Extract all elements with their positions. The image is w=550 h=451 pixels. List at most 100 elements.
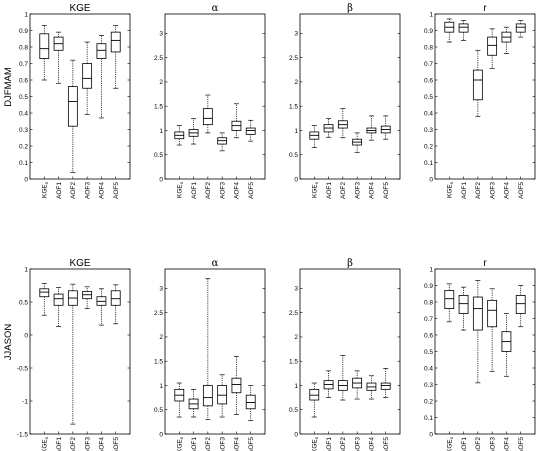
y-tick-label: 0.1 bbox=[424, 415, 433, 422]
box-aof5 bbox=[380, 115, 391, 140]
panel-title: r bbox=[483, 3, 487, 14]
box-aof5 bbox=[110, 284, 121, 325]
iqr-box bbox=[39, 33, 50, 59]
y-tick-label: 0 bbox=[429, 176, 433, 183]
y-tick-label: 3 bbox=[294, 31, 298, 38]
box-aof1 bbox=[188, 389, 199, 418]
panel-frame bbox=[299, 13, 401, 180]
box-aof4 bbox=[501, 26, 512, 54]
iqr-box bbox=[487, 299, 498, 328]
x-tick-label-subscript: s bbox=[44, 181, 49, 184]
x-tick-label-subscript: s bbox=[179, 436, 184, 439]
y-tick-label: 0 bbox=[294, 431, 298, 438]
x-tick-label: AOF4 bbox=[234, 437, 241, 451]
box-aof3 bbox=[82, 41, 93, 116]
y-tick-label: 1 bbox=[159, 383, 163, 390]
y-tick-label: 3 bbox=[159, 31, 163, 38]
box-aof5 bbox=[515, 285, 526, 328]
box-aof4 bbox=[501, 313, 512, 377]
y-tick-label: -1 bbox=[22, 398, 28, 405]
panel-1-2: α 0 0.5 1 1.5 2 2.5 3 KGEs AOF1 AOF2 AOF3 AOF4 AOF5 bbox=[154, 3, 266, 199]
x-tick-label: AOF2 bbox=[205, 182, 212, 199]
x-tick-label: AOF1 bbox=[461, 182, 468, 199]
panel-frame bbox=[434, 13, 536, 180]
panel-frame bbox=[29, 268, 131, 435]
x-tick-label: AOF2 bbox=[205, 437, 212, 451]
x-tick-label: KGEs bbox=[446, 436, 454, 451]
y-tick-label: 0.4 bbox=[424, 365, 433, 372]
y-tick-label: 0 bbox=[429, 431, 433, 438]
x-tick-label: AOF3 bbox=[84, 437, 91, 451]
box-aof2 bbox=[202, 278, 213, 420]
box-aof4 bbox=[366, 375, 377, 400]
x-tick-label: AOF1 bbox=[56, 437, 63, 451]
iqr-box bbox=[515, 23, 526, 33]
box-aof1 bbox=[53, 287, 64, 327]
x-tick-label: AOF1 bbox=[191, 437, 198, 451]
x-tick-label: AOF2 bbox=[340, 437, 347, 451]
panel-2-3: β 0 0.5 1 1.5 2 2.5 3 KGEs AOF1 AOF2 AOF3 AOF4 AOF5 bbox=[289, 258, 401, 451]
y-tick-label: 0.2 bbox=[424, 143, 433, 150]
iqr-box bbox=[515, 294, 526, 314]
x-tick-label-subscript: s bbox=[314, 436, 319, 439]
panel-title: r bbox=[483, 258, 487, 269]
iqr-box bbox=[245, 394, 256, 410]
x-tick-label: AOF5 bbox=[248, 437, 255, 451]
y-tick-label: 0 bbox=[159, 431, 163, 438]
y-tick-label: 0.5 bbox=[289, 407, 298, 414]
iqr-box bbox=[110, 31, 121, 53]
iqr-box bbox=[245, 127, 256, 135]
iqr-box bbox=[487, 36, 498, 56]
x-tick-label: KGEs bbox=[311, 436, 319, 451]
box-aof2 bbox=[472, 280, 483, 384]
box-aof5 bbox=[110, 25, 121, 89]
panel-frame bbox=[164, 13, 266, 180]
panel-title: α bbox=[212, 3, 219, 14]
y-tick-label: 0.8 bbox=[19, 44, 28, 51]
y-tick-label: 2 bbox=[159, 334, 163, 341]
y-tick-label: 1 bbox=[294, 128, 298, 135]
x-tick-label: AOF1 bbox=[326, 437, 333, 451]
x-tick-label: KGEs bbox=[176, 181, 184, 198]
box-aof2 bbox=[67, 283, 78, 425]
y-tick-label: 0 bbox=[24, 332, 28, 339]
iqr-box bbox=[82, 63, 93, 89]
box-kge_s bbox=[39, 283, 50, 316]
y-tick-label: 0.3 bbox=[424, 382, 433, 389]
x-tick-label: AOF3 bbox=[219, 182, 226, 199]
box-aof1 bbox=[323, 117, 334, 138]
iqr-box bbox=[458, 294, 469, 314]
box-aof3 bbox=[217, 374, 228, 418]
iqr-box bbox=[444, 290, 455, 310]
panel-2-4: r 0 0.1 0.2 0.3 0.4 0.5 0.6 0.7 0.8 0.9 1 KGEs AOF1 AO… bbox=[424, 258, 536, 451]
box-aof4 bbox=[96, 35, 107, 119]
y-tick-label: 1 bbox=[294, 383, 298, 390]
panel-1-4: r 0 0.1 0.2 0.3 0.4 0.5 0.6 0.7 0.8 0.9 1 KGEs AOF1 AO… bbox=[424, 3, 536, 199]
x-tick-label: AOF2 bbox=[475, 437, 482, 451]
y-tick-label: 1.5 bbox=[154, 104, 163, 111]
row-label-jjason: JJASON bbox=[3, 324, 14, 361]
box-aof4 bbox=[96, 288, 107, 326]
x-tick-label: AOF1 bbox=[191, 182, 198, 199]
x-tick-label: AOF1 bbox=[326, 182, 333, 199]
x-tick-label: AOF3 bbox=[489, 437, 496, 451]
x-tick-label: AOF2 bbox=[70, 437, 77, 451]
box-aof5 bbox=[245, 119, 256, 142]
box-aof3 bbox=[82, 286, 93, 309]
y-tick-label: 1 bbox=[24, 11, 28, 18]
x-tick-label: AOF5 bbox=[248, 182, 255, 199]
x-tick-label: AOF3 bbox=[84, 182, 91, 199]
y-tick-label: 0.6 bbox=[424, 332, 433, 339]
box-aof2 bbox=[337, 108, 348, 139]
y-tick-label: 0.1 bbox=[19, 160, 28, 167]
y-tick-label: 0.5 bbox=[19, 299, 28, 306]
box-aof3 bbox=[487, 288, 498, 372]
x-tick-label: AOF1 bbox=[56, 182, 63, 199]
y-tick-label: 2 bbox=[159, 79, 163, 86]
iqr-box bbox=[202, 108, 213, 126]
box-kge_s bbox=[174, 125, 185, 146]
iqr-box bbox=[53, 293, 64, 306]
panel-title: α bbox=[212, 258, 219, 269]
box-aof3 bbox=[352, 132, 363, 153]
box-kge_s bbox=[309, 125, 320, 148]
